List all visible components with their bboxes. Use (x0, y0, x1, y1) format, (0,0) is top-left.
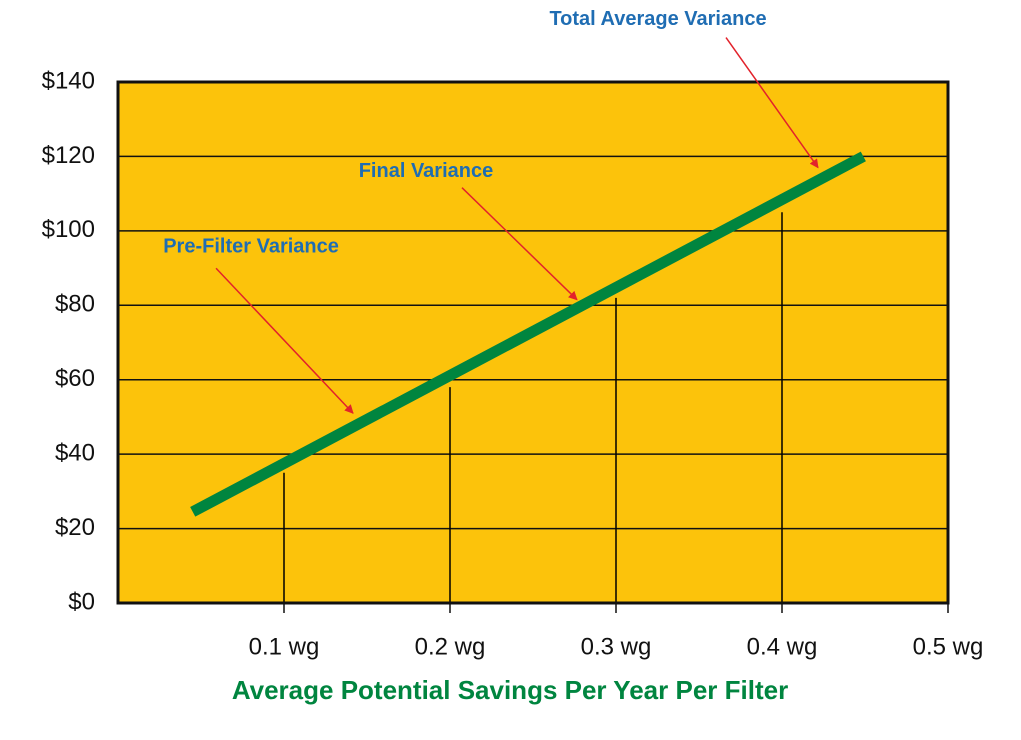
plot-area (118, 82, 948, 603)
y-tick-label: $80 (55, 291, 95, 318)
y-tick-label: $140 (42, 67, 95, 94)
x-tick-label: 0.1 wg (249, 633, 320, 660)
y-tick-label: $100 (42, 216, 95, 243)
annotation-arrow (461, 187, 578, 301)
x-axis-label: Average Potential Savings Per Year Per F… (232, 675, 788, 705)
annotation-arrow (725, 37, 819, 169)
y-tick-label: $0 (68, 588, 95, 615)
line (190, 151, 866, 517)
y-tick-label: $120 (42, 142, 95, 169)
annotation: Final Variance (359, 160, 494, 182)
annotation: Total Average Variance (549, 8, 766, 30)
x-tick-label: 0.3 wg (581, 633, 652, 660)
y-tick-label: $60 (55, 365, 95, 392)
plot-border (116, 80, 950, 605)
x-tick-label: 0.2 wg (415, 633, 486, 660)
annotation: Pre-Filter Variance (163, 235, 339, 257)
annotation-arrow (215, 267, 354, 414)
y-tick-label: $40 (55, 439, 95, 466)
x-tick-label: 0.5 wg (913, 633, 984, 660)
y-tick-label: $20 (55, 514, 95, 541)
x-tick-label: 0.4 wg (747, 633, 818, 660)
